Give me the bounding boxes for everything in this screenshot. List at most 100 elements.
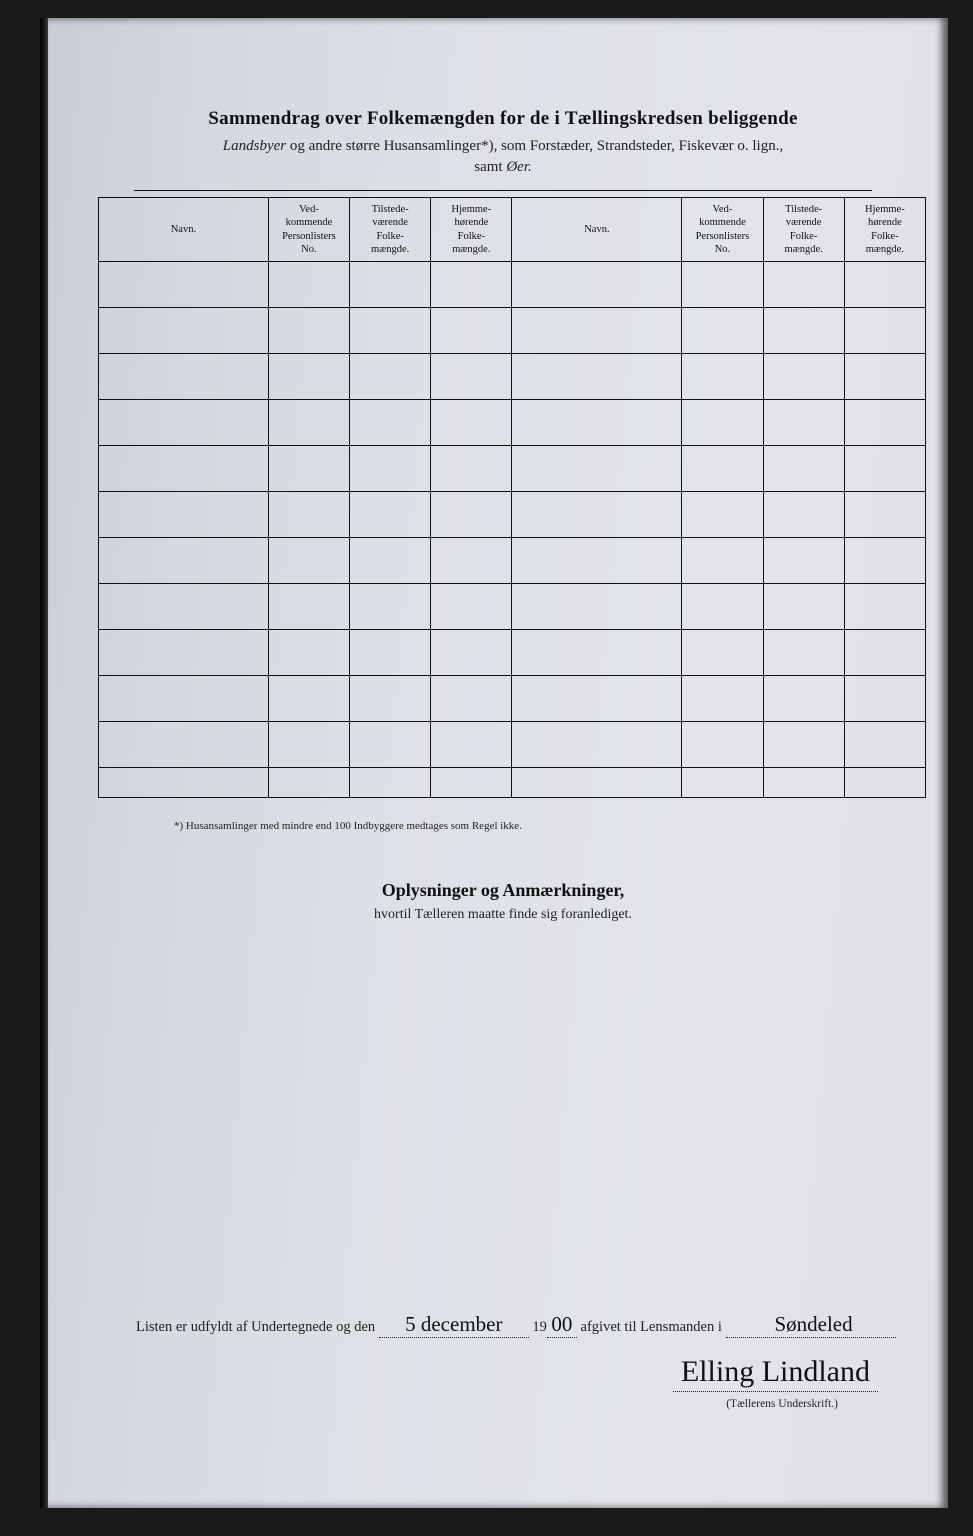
remarks-title: Oplysninger og Anmærkninger, — [98, 880, 908, 901]
table-cell — [682, 722, 763, 768]
table-cell — [350, 768, 431, 798]
subtitle-italic: Landsbyer — [223, 138, 286, 154]
table-cell — [350, 308, 431, 354]
signature-handwritten: Elling Lindland — [673, 1355, 878, 1392]
year-suffix-handwritten: 00 — [547, 1316, 577, 1338]
table-row — [99, 354, 926, 400]
table-cell — [350, 676, 431, 722]
table-cell — [99, 676, 269, 722]
table-cell — [512, 354, 682, 400]
table-row — [99, 676, 926, 722]
table-cell — [844, 538, 925, 584]
table-cell — [844, 584, 925, 630]
table-cell — [682, 538, 763, 584]
table-cell — [763, 768, 844, 798]
attestation-mid: afgivet til Lensmanden i — [581, 1319, 722, 1335]
census-table: Navn. Ved-kommendePersonlistersNo. Tilst… — [98, 197, 926, 798]
remarks-subtitle: hvortil Tælleren maatte finde sig foranl… — [98, 907, 908, 923]
table-cell — [99, 492, 269, 538]
table-cell — [268, 768, 349, 798]
table-cell — [99, 538, 269, 584]
table-cell — [268, 722, 349, 768]
table-cell — [268, 308, 349, 354]
table-cell — [512, 262, 682, 308]
table-cell — [268, 676, 349, 722]
table-cell — [682, 446, 763, 492]
table-cell — [431, 630, 512, 676]
table-cell — [512, 308, 682, 354]
year-prefix: 19 — [532, 1319, 547, 1335]
table-body — [99, 262, 926, 798]
table-cell — [682, 676, 763, 722]
col-tilstede-2: Tilstede-værendeFolke-mængde. — [763, 198, 844, 262]
subtitle2-italic: Øer. — [506, 159, 531, 175]
table-row — [99, 538, 926, 584]
table-cell — [763, 676, 844, 722]
document-page: Sammendrag over Folkemængden for de i Tæ… — [48, 18, 948, 1508]
col-tilstede-1: Tilstede-værendeFolke-mængde. — [350, 198, 431, 262]
table-cell — [763, 262, 844, 308]
table-cell — [268, 400, 349, 446]
table-cell — [431, 768, 512, 798]
table-cell — [350, 400, 431, 446]
table-cell — [763, 722, 844, 768]
col-personlisters-1: Ved-kommendePersonlistersNo. — [268, 198, 349, 262]
table-cell — [431, 354, 512, 400]
table-cell — [99, 354, 269, 400]
subtitle-line-1: Landsbyer og andre større Husansamlinger… — [98, 138, 908, 155]
subtitle-line-2: samt Øer. — [98, 159, 908, 176]
table-row — [99, 308, 926, 354]
table-cell — [763, 630, 844, 676]
table-cell — [512, 630, 682, 676]
table-cell — [763, 584, 844, 630]
table-cell — [431, 584, 512, 630]
table-cell — [99, 722, 269, 768]
table-cell — [844, 768, 925, 798]
table-cell — [99, 308, 269, 354]
table-cell — [512, 676, 682, 722]
table-cell — [682, 768, 763, 798]
table-cell — [844, 400, 925, 446]
table-cell — [512, 446, 682, 492]
table-row — [99, 722, 926, 768]
table-cell — [350, 538, 431, 584]
table-cell — [268, 492, 349, 538]
table-cell — [844, 676, 925, 722]
table-cell — [268, 262, 349, 308]
footnote: *) Husansamlinger med mindre end 100 Ind… — [174, 820, 908, 832]
table-cell — [350, 354, 431, 400]
table-cell — [512, 768, 682, 798]
table-cell — [431, 722, 512, 768]
table-cell — [268, 584, 349, 630]
subtitle2-prefix: samt — [474, 159, 506, 175]
table-cell — [431, 492, 512, 538]
col-navn-1: Navn. — [99, 198, 269, 262]
table-cell — [350, 492, 431, 538]
col-hjemme-1: Hjemme-hørendeFolke-mængde. — [431, 198, 512, 262]
page-title: Sammendrag over Folkemængden for de i Tæ… — [98, 108, 908, 130]
table-cell — [268, 630, 349, 676]
table-cell — [99, 446, 269, 492]
table-cell — [431, 400, 512, 446]
table-cell — [512, 538, 682, 584]
table-row — [99, 630, 926, 676]
date-handwritten: 5 december — [379, 1316, 529, 1338]
table-cell — [682, 630, 763, 676]
table-cell — [268, 446, 349, 492]
table-cell — [512, 584, 682, 630]
table-cell — [350, 722, 431, 768]
table-row — [99, 768, 926, 798]
table-cell — [682, 400, 763, 446]
table-cell — [99, 400, 269, 446]
table-cell — [268, 354, 349, 400]
table-cell — [682, 584, 763, 630]
table-cell — [350, 584, 431, 630]
table-cell — [844, 722, 925, 768]
table-cell — [99, 630, 269, 676]
table-cell — [350, 446, 431, 492]
table-cell — [431, 262, 512, 308]
table-cell — [512, 492, 682, 538]
subtitle-text: og andre større Husansamlinger*), som Fo… — [286, 138, 783, 154]
table-cell — [844, 492, 925, 538]
table-cell — [763, 446, 844, 492]
